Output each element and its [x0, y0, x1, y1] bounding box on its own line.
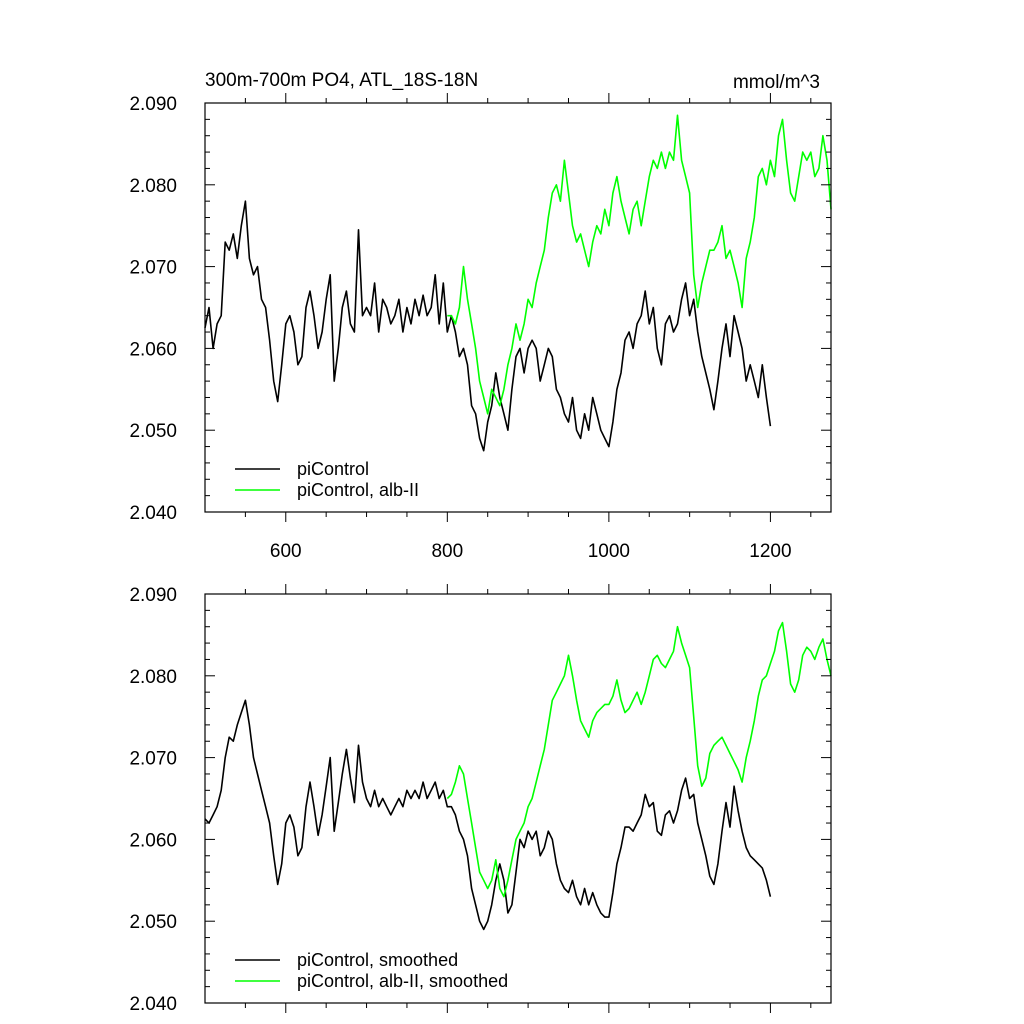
y-tick-label: 2.060: [129, 339, 177, 360]
y-tick-label: 2.050: [129, 421, 177, 442]
chart-units-label: mmol/m^3: [733, 72, 820, 93]
y-tick-label: 2.050: [129, 912, 177, 933]
y-tick-label: 2.040: [129, 503, 177, 524]
x-tick-label: 800: [431, 541, 463, 562]
series-line-1: [204, 699, 772, 931]
y-tick-label: 2.090: [129, 585, 177, 606]
bottom-panel: 2.040 2.050 2.060 2.070 2.080 2.090 piControl,…: [129, 584, 832, 1015]
series-line-2: [446, 621, 832, 898]
series-line-2: [447, 114, 832, 415]
y-tick-label: 2.070: [129, 258, 177, 279]
legend-label-2: piControl, alb-II, smoothed: [297, 971, 508, 991]
y-tick-label: 2.040: [129, 994, 177, 1015]
y-tick-label: 2.070: [129, 749, 177, 770]
x-tick-label: 600: [270, 541, 302, 562]
y-tick-label: 2.080: [129, 667, 177, 688]
y-tick-label: 2.080: [129, 176, 177, 197]
plot-frame: [204, 102, 832, 513]
x-tick-label: 1200: [749, 541, 791, 562]
y-tick-label: 2.060: [129, 830, 177, 851]
legend-label-1: piControl: [297, 459, 369, 479]
series-line-1: [204, 200, 772, 452]
y-tick-label: 2.090: [129, 94, 177, 115]
chart-title: 300m-700m PO4, ATL_18S-18N: [205, 70, 478, 91]
plot-frame: [204, 593, 832, 1004]
x-tick-label: 1000: [588, 541, 630, 562]
top-panel: 2.040 2.050 2.060 2.070 2.080 2.090 600 800 1000…: [129, 93, 832, 562]
legend-label-1: piControl, smoothed: [297, 950, 458, 970]
legend-label-2: piControl, alb-II: [297, 480, 419, 500]
